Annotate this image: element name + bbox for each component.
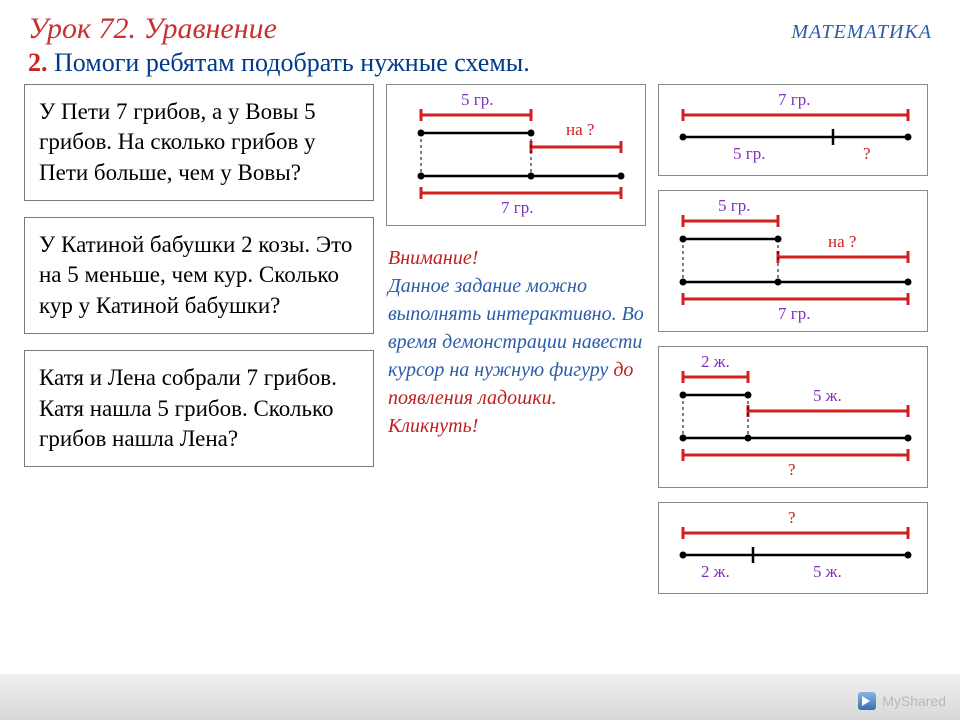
svg-text:5 гр.: 5 гр. — [733, 144, 765, 163]
svg-text:?: ? — [863, 144, 871, 163]
task-number: 2. — [28, 48, 48, 77]
scheme-1[interactable]: 5 гр. на ? — [386, 84, 646, 226]
svg-text:7 гр.: 7 гр. — [778, 91, 810, 109]
problem-box-2[interactable]: У Катиной бабушки 2 козы. Это на 5 меньш… — [24, 217, 374, 334]
scheme-4-svg: 2 ж. 5 ж. ? — [663, 353, 923, 483]
svg-text:5 гр.: 5 гр. — [718, 197, 750, 215]
scheme-1-svg: 5 гр. на ? — [391, 91, 641, 221]
svg-text:5 гр.: 5 гр. — [461, 91, 493, 109]
scheme-3[interactable]: 5 гр. на ? 7 гр. — [658, 190, 928, 332]
problem-box-1[interactable]: У Пети 7 грибов, а у Вовы 5 грибов. На с… — [24, 84, 374, 201]
svg-text:5 ж.: 5 ж. — [813, 386, 842, 405]
note-body-1: Данное задание можно выполнять интеракти… — [388, 275, 644, 381]
watermark: MyShared — [858, 692, 946, 710]
svg-text:на ?: на ? — [566, 120, 594, 139]
note-heading: Внимание! — [388, 247, 478, 269]
svg-text:на ?: на ? — [828, 232, 856, 251]
svg-text:?: ? — [788, 509, 796, 527]
lesson-title: Урок 72. Уравнение — [28, 12, 277, 46]
watermark-text: MyShared — [882, 693, 946, 709]
watermark-icon — [858, 692, 876, 710]
scheme-5[interactable]: ? 2 ж. 5 ж. — [658, 502, 928, 594]
subject-label: МАТЕМАТИКА — [791, 21, 932, 44]
svg-text:2 ж.: 2 ж. — [701, 562, 730, 581]
svg-text:5 ж.: 5 ж. — [813, 562, 842, 581]
svg-text:2 ж.: 2 ж. — [701, 353, 730, 371]
footer-strip — [0, 674, 960, 720]
svg-text:7 гр.: 7 гр. — [501, 198, 533, 217]
scheme-3-svg: 5 гр. на ? 7 гр. — [663, 197, 923, 327]
attention-note: Внимание! Данное задание можно выполнять… — [386, 240, 646, 444]
scheme-2-svg: 7 гр. 5 гр. ? — [663, 91, 923, 171]
task-text: Помоги ребятам подобрать нужные схемы. — [54, 48, 530, 77]
scheme-2[interactable]: 7 гр. 5 гр. ? — [658, 84, 928, 176]
svg-text:?: ? — [788, 460, 796, 479]
task-line: 2. Помоги ребятам подобрать нужные схемы… — [0, 48, 960, 84]
svg-text:7 гр.: 7 гр. — [778, 304, 810, 323]
scheme-5-svg: ? 2 ж. 5 ж. — [663, 509, 923, 589]
scheme-4[interactable]: 2 ж. 5 ж. ? — [658, 346, 928, 488]
problem-box-3[interactable]: Катя и Лена собрали 7 грибов. Катя нашла… — [24, 350, 374, 467]
